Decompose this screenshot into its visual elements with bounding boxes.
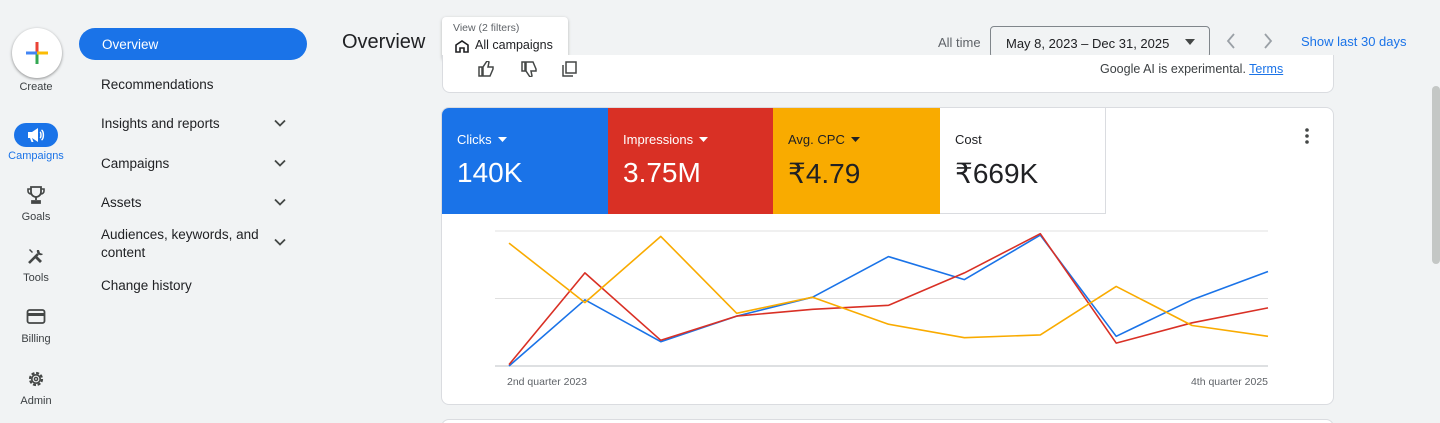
create-button[interactable] (12, 28, 62, 78)
sidebar-item-label: Recommendations (101, 76, 214, 92)
plus-icon (26, 42, 48, 64)
building-icon (455, 40, 469, 53)
metric-label-row: Impressions (623, 132, 709, 147)
admin-rail-label[interactable]: Admin (20, 395, 52, 407)
metric-tile-impressions[interactable]: Impressions 3.75M (608, 108, 774, 214)
series-line-impressions (508, 232, 1269, 366)
metric-tile-clicks[interactable]: Clicks 140K (442, 108, 608, 214)
series-line-clicks (508, 234, 1269, 367)
ai-disclaimer-text: Google AI is experimental. (1100, 62, 1246, 76)
sidebar-item-label: Campaigns (101, 155, 170, 171)
x-tick-label-start: 2nd quarter 2023 (507, 376, 587, 388)
metric-tile-avg-cpc[interactable]: Avg. CPC ₹4.79 (773, 108, 940, 214)
sidebar-item-label: Change history (101, 277, 192, 293)
credit-card-icon[interactable] (26, 308, 46, 326)
view-filter-count: View (2 filters) (453, 22, 520, 34)
metric-value: ₹669K (955, 158, 1039, 189)
metric-label-row: Cost (955, 132, 982, 147)
copy-icon[interactable] (561, 61, 577, 77)
sidebar-item-campaigns[interactable]: Campaigns (78, 153, 306, 173)
sidebar-item-label-line2: content (101, 245, 146, 260)
chevron-down-icon[interactable] (274, 238, 286, 246)
metric-tile-cost[interactable]: Cost ₹669K (940, 108, 1106, 214)
show-last-30-days-link[interactable]: Show last 30 days (1301, 34, 1407, 49)
tools-icon[interactable] (26, 246, 46, 266)
create-label: Create (19, 81, 53, 93)
metric-label: Impressions (623, 132, 694, 147)
metric-value: 3.75M (623, 157, 701, 188)
thumbs-down-icon[interactable] (520, 61, 538, 77)
sidebar-item-insights[interactable]: Insights and reports (78, 113, 306, 133)
megaphone-icon (28, 128, 45, 142)
caret-down-icon[interactable] (497, 137, 507, 142)
chevron-down-icon[interactable] (274, 119, 286, 127)
metric-label-row: Clicks (457, 132, 507, 147)
next-card (441, 419, 1334, 423)
ai-disclaimer: Google AI is experimental. Terms (1100, 62, 1283, 76)
performance-chart-card: Clicks 140K Impressions 3.75M Avg. CPC ₹… (441, 107, 1334, 405)
sidebar-item-overview[interactable]: Overview (79, 28, 307, 60)
date-range-select[interactable]: May 8, 2023 – Dec 31, 2025 (990, 26, 1210, 58)
left-rail: Create Campaigns Goals Tools Billing Adm… (0, 0, 72, 423)
chevron-left-icon[interactable] (1225, 33, 1237, 49)
sidebar-item-label: Insights and reports (101, 115, 220, 131)
campaigns-rail-label[interactable]: Campaigns (8, 150, 64, 162)
metric-label-row: Avg. CPC (788, 132, 860, 147)
gear-icon[interactable] (26, 369, 46, 389)
sidebar-item-label: Overview (102, 36, 159, 52)
ai-insight-card: Google AI is experimental. Terms (442, 55, 1334, 93)
line-chart: 2nd quarter 2023 4th quarter 2025 (495, 230, 1269, 388)
chevron-right-icon[interactable] (1262, 33, 1274, 49)
sidebar-item-label: Audiences, keywords, and (101, 227, 259, 242)
sidebar-item-recommendations[interactable]: Recommendations (78, 74, 306, 94)
metric-value: 140K (457, 157, 523, 188)
caret-down-icon (1185, 39, 1195, 45)
view-filter-value: All campaigns (475, 38, 553, 52)
more-vert-icon[interactable] (1305, 128, 1309, 144)
scrollbar[interactable] (1432, 86, 1440, 264)
chevron-down-icon[interactable] (274, 159, 286, 167)
page-title: Overview (342, 31, 426, 53)
view-filter-button[interactable]: View (2 filters) All campaigns (442, 17, 568, 60)
campaigns-rail-button[interactable] (14, 123, 58, 147)
series-line-avg-cpc (508, 235, 1269, 339)
goals-rail-label[interactable]: Goals (21, 211, 51, 223)
chevron-down-icon[interactable] (274, 198, 286, 206)
billing-rail-label[interactable]: Billing (21, 333, 51, 345)
terms-link[interactable]: Terms (1249, 62, 1284, 76)
all-time-label: All time (938, 35, 981, 50)
metric-value: ₹4.79 (788, 158, 861, 189)
x-tick-label-end: 4th quarter 2025 (1191, 376, 1268, 388)
trophy-icon[interactable] (26, 185, 46, 205)
caret-down-icon[interactable] (699, 137, 709, 142)
thumbs-up-icon[interactable] (477, 61, 495, 77)
metric-label: Cost (955, 132, 982, 147)
tools-rail-label[interactable]: Tools (23, 272, 49, 284)
date-range-value: May 8, 2023 – Dec 31, 2025 (1006, 36, 1170, 51)
sidebar-item-label: Assets (101, 194, 142, 210)
caret-down-icon[interactable] (850, 137, 860, 142)
sidebar-item-audiences[interactable]: Audiences, keywords, and content (78, 226, 306, 262)
metric-label: Avg. CPC (788, 132, 845, 147)
sidebar-item-assets[interactable]: Assets (78, 192, 306, 212)
sidebar-item-change-history[interactable]: Change history (78, 275, 306, 295)
metric-label: Clicks (457, 132, 492, 147)
